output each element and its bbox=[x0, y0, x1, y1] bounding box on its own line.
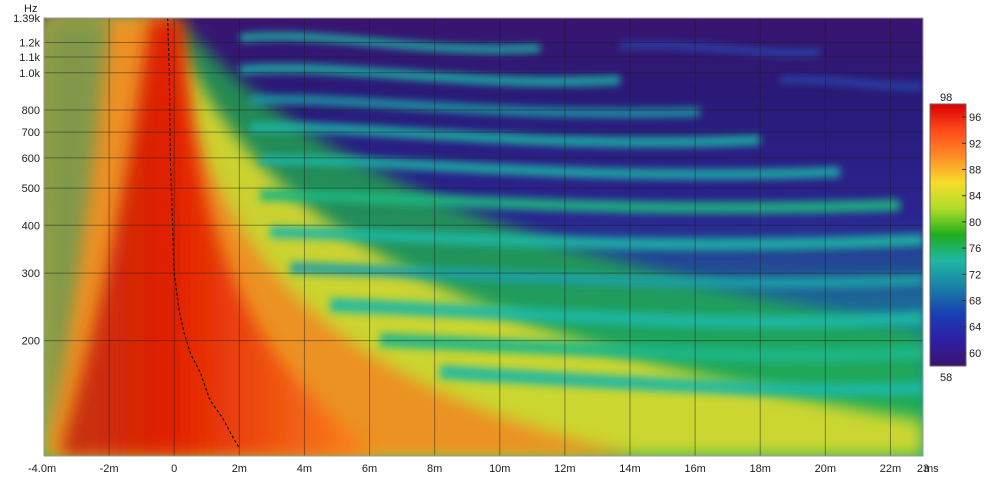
y-tick-label: 400 bbox=[22, 220, 40, 232]
x-unit-label: ms bbox=[924, 463, 939, 475]
x-tick-label: 22m bbox=[880, 463, 901, 475]
y-tick-labels: 1.39k 1.2k 1.1k 1.0k 800 700 600 500 400 300 200 bbox=[13, 13, 40, 348]
x-tick-label: 14m bbox=[619, 463, 640, 475]
x-tick-label: 10m bbox=[489, 463, 510, 475]
x-tick-label: 8m bbox=[427, 463, 442, 475]
colorbar-tick-label: 60 bbox=[969, 348, 981, 360]
y-grid bbox=[44, 41, 923, 342]
plot-area bbox=[43, 17, 924, 457]
colorbar-ticks: 96 92 88 84 80 76 72 68 64 60 bbox=[962, 112, 981, 360]
y-tick-label: 600 bbox=[22, 153, 40, 165]
colorbar: 98 58 96 92 88 84 80 76 72 68 64 60 bbox=[929, 92, 981, 384]
y-unit-label: Hz bbox=[24, 3, 37, 15]
colorbar-tick-label: 64 bbox=[969, 322, 981, 334]
x-tick-label: -4.0m bbox=[28, 463, 56, 475]
heatmap-red-core bbox=[60, 18, 380, 456]
colorbar-min-label: 58 bbox=[940, 372, 952, 384]
colorbar-tick-label: 76 bbox=[969, 243, 981, 255]
colorbar-tick-label: 72 bbox=[969, 269, 981, 281]
x-tick-label: 16m bbox=[684, 463, 705, 475]
y-tick-label: 1.2k bbox=[19, 37, 40, 49]
y-tick-label: 1.39k bbox=[13, 13, 40, 25]
x-tick-label: -2m bbox=[100, 463, 119, 475]
heatmap-left-side bbox=[44, 18, 110, 456]
colorbar-scale bbox=[929, 103, 967, 367]
y-tick-label: 500 bbox=[22, 183, 40, 195]
x-grid bbox=[108, 18, 891, 456]
colorbar-max-label: 98 bbox=[940, 92, 952, 104]
x-tick-label: 23 bbox=[917, 463, 929, 475]
colorbar-tick-label: 88 bbox=[969, 165, 981, 177]
colorbar-tick-label: 68 bbox=[969, 296, 981, 308]
y-tick-label: 300 bbox=[22, 268, 40, 280]
plot-border bbox=[43, 17, 924, 457]
y-tick-label: 800 bbox=[22, 105, 40, 117]
y-tick-label: 1.1k bbox=[19, 52, 40, 64]
peak-energy-curve bbox=[167, 17, 240, 449]
x-tick-labels: -4.0m -2m 0 2m 4m 6m 8m 10m 12m 14m 16m 18m 20m 22m 23 bbox=[28, 463, 929, 475]
colorbar-tick-label: 92 bbox=[969, 138, 981, 150]
colorbar-tick-label: 96 bbox=[969, 112, 981, 124]
decay-streaks bbox=[239, 32, 923, 397]
colorbar-tick-label: 84 bbox=[969, 191, 981, 203]
y-tick-label: 1.0k bbox=[19, 68, 40, 80]
x-tick-label: 4m bbox=[297, 463, 312, 475]
y-tick-label: 200 bbox=[22, 336, 40, 348]
x-tick-label: 6m bbox=[362, 463, 377, 475]
y-tick-label: 700 bbox=[22, 127, 40, 139]
x-tick-label: 12m bbox=[554, 463, 575, 475]
x-tick-label: 0 bbox=[171, 463, 177, 475]
x-tick-label: 20m bbox=[815, 463, 836, 475]
x-tick-label: 2m bbox=[232, 463, 247, 475]
x-tick-label: 18m bbox=[750, 463, 771, 475]
heatmap-field bbox=[44, 18, 923, 456]
colorbar-tick-label: 80 bbox=[969, 217, 981, 229]
